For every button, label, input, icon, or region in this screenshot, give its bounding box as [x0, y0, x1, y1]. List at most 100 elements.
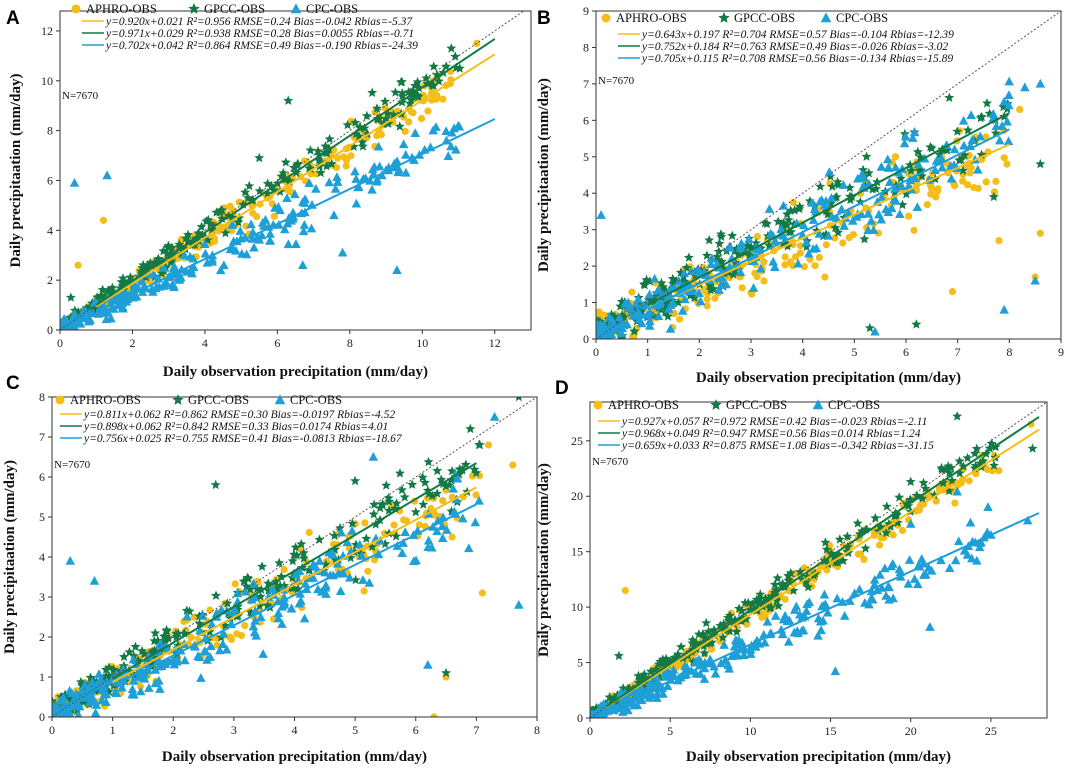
cpc-point: [464, 543, 474, 553]
cpc-point: [974, 542, 985, 552]
cpc-point: [894, 564, 905, 574]
cpc-point: [74, 701, 85, 711]
cpc-point: [101, 697, 111, 707]
cpc-point: [314, 556, 325, 565]
gpcc-point: [944, 485, 955, 496]
legend-circle-icon: [71, 4, 81, 14]
cpc-point: [188, 253, 198, 263]
cpc-point: [731, 647, 742, 657]
gpcc-point: [984, 443, 995, 453]
panel-c-x-tick-label: 7: [473, 723, 479, 737]
gpcc-point: [298, 547, 309, 558]
aphro-point: [703, 302, 711, 310]
gpcc-point: [243, 192, 253, 203]
gpcc-point: [755, 593, 765, 603]
aphro-point: [227, 635, 235, 644]
cpc-point: [401, 150, 411, 159]
panel-d-y-tick-label: 25: [571, 434, 583, 448]
gpcc-point: [324, 143, 334, 154]
cpc-point: [735, 267, 746, 277]
aphro-point: [621, 586, 629, 595]
cpc-point: [762, 616, 773, 626]
gpcc-point: [844, 182, 855, 192]
cpc-point: [375, 535, 386, 545]
aphro-point: [792, 253, 800, 261]
cpc-point: [202, 257, 213, 267]
aphro-point: [891, 153, 900, 161]
cpc-point: [888, 593, 898, 603]
gpcc-point: [821, 544, 832, 554]
panel-c-y-tick-label: 8: [39, 390, 45, 404]
cpc-point: [299, 198, 310, 207]
cpc-point: [432, 526, 442, 536]
cpc-point: [400, 527, 410, 536]
cpc-point: [801, 606, 812, 615]
equation-cpc: y=0.705x+0.115 R²=0.708 RMSE=0.56 Bias=-…: [641, 53, 953, 65]
gpcc-point: [150, 628, 161, 638]
cpc-point: [754, 638, 765, 648]
gpcc-point: [432, 465, 443, 476]
legend-cpc-label: CPC-OBS: [836, 11, 888, 25]
cpc-point: [353, 181, 364, 191]
cpc-point: [299, 613, 310, 623]
panel-a-y-tick-label: 10: [41, 74, 53, 88]
gpcc-point: [783, 214, 794, 225]
cpc-point: [69, 177, 80, 187]
cpc-point: [160, 658, 171, 668]
cpc-point: [651, 672, 662, 681]
aphro-point: [1036, 229, 1044, 237]
aphro-point: [965, 477, 973, 485]
panel-b-y-tick-label: 2: [583, 259, 589, 273]
gpcc-point: [196, 221, 207, 232]
cpc-point: [884, 177, 895, 187]
cpc-point: [71, 689, 81, 698]
gpcc-point: [827, 181, 838, 191]
aphro-point: [206, 606, 214, 614]
cpc-point: [621, 691, 632, 701]
aphro-point: [923, 201, 931, 209]
cpc-point: [913, 579, 923, 589]
panel-c-letter: C: [6, 373, 20, 394]
cpc-point: [744, 234, 754, 243]
cpc-point: [65, 556, 75, 565]
cpc-point: [755, 263, 766, 273]
gpcc-point: [783, 570, 794, 580]
cpc-point: [909, 127, 920, 137]
cpc-point: [897, 181, 907, 191]
gpcc-point: [772, 573, 783, 583]
gpcc-point: [428, 80, 439, 90]
cpc-point: [706, 259, 716, 269]
gpcc-point: [76, 676, 86, 687]
cpc-point: [273, 202, 284, 211]
cpc-point: [764, 204, 775, 213]
gpcc-point: [315, 167, 326, 178]
cpc-point: [200, 248, 211, 258]
gpcc-point: [729, 265, 740, 275]
cpc-point: [96, 678, 107, 688]
cpc-point: [392, 265, 402, 274]
cpc-point: [645, 320, 655, 330]
cpc-point: [97, 308, 108, 317]
aphro-point: [364, 567, 372, 575]
cpc-point: [169, 261, 179, 271]
aphro-point: [933, 187, 942, 195]
cpc-point: [306, 223, 317, 233]
panel-b-y-tick-label: 0: [583, 332, 589, 346]
cpc-point: [628, 698, 638, 708]
panel-b-y-tick-label: 4: [583, 186, 589, 200]
cpc-point: [66, 709, 75, 717]
cpc-point: [311, 184, 321, 193]
aphro-point: [342, 162, 350, 170]
gpcc-point: [705, 284, 716, 295]
cpc-point: [201, 646, 211, 656]
gpcc-point: [474, 439, 485, 450]
aphro-point: [876, 541, 884, 549]
aphro-point: [959, 177, 967, 185]
gpcc-point: [944, 92, 955, 102]
gpcc-point: [369, 499, 380, 509]
cpc-point: [401, 167, 411, 177]
aphro-point: [241, 622, 249, 630]
cpc-point: [891, 196, 901, 205]
panel-d: D 0 5 10 15 20 25 0 5 10 15 20 25 Daily observation p…: [536, 378, 1048, 765]
legend-gpcc-label: GPCC-OBS: [726, 398, 787, 412]
